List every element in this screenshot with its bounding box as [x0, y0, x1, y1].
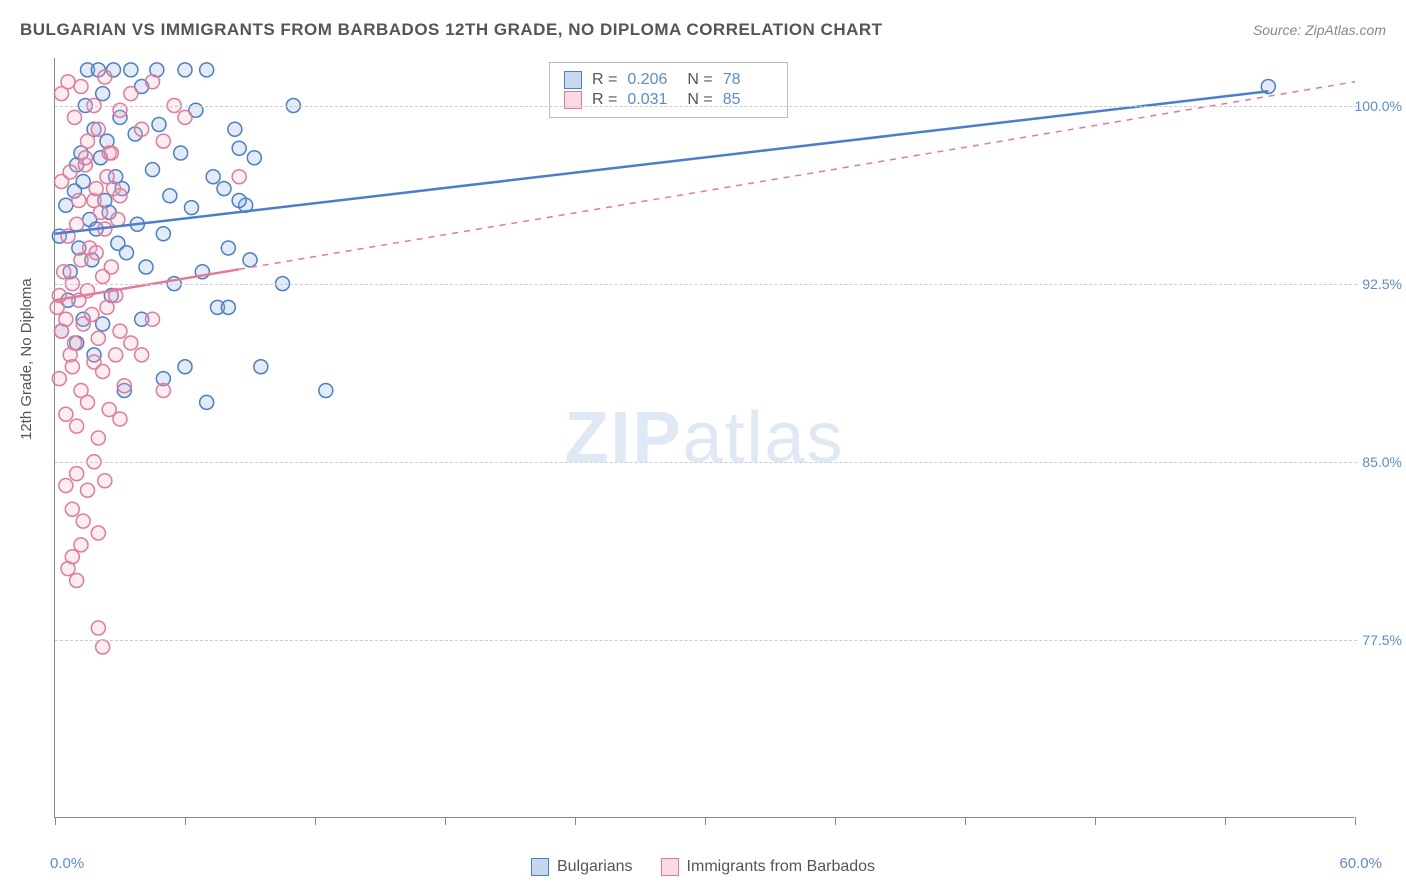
xtick [55, 817, 56, 825]
ytick-label: 100.0% [1355, 98, 1402, 114]
xtick [315, 817, 316, 825]
legend-item: Immigrants from Barbados [661, 858, 876, 876]
legend-bottom: Bulgarians Immigrants from Barbados [0, 858, 1406, 876]
chart-header: BULGARIAN VS IMMIGRANTS FROM BARBADOS 12… [20, 20, 1386, 40]
chart-title: BULGARIAN VS IMMIGRANTS FROM BARBADOS 12… [20, 20, 883, 40]
xtick [575, 817, 576, 825]
xtick [1225, 817, 1226, 825]
chart-source: Source: ZipAtlas.com [1253, 22, 1386, 38]
gridline [55, 462, 1357, 463]
xtick [1095, 817, 1096, 825]
gridline [55, 106, 1357, 107]
xtick [1355, 817, 1356, 825]
legend-swatch [531, 858, 549, 876]
xtick [835, 817, 836, 825]
ytick-label: 77.5% [1362, 632, 1402, 648]
legend-swatch [661, 858, 679, 876]
legend-swatch [564, 71, 582, 89]
chart-svg [55, 58, 1354, 817]
xtick [445, 817, 446, 825]
y-axis-label: 12th Grade, No Diploma [18, 278, 35, 440]
legend-stat-row: R = 0.206N = 78 [564, 71, 773, 89]
xtick [705, 817, 706, 825]
ytick-label: 85.0% [1362, 454, 1402, 470]
ytick-label: 92.5% [1362, 276, 1402, 292]
legend-item: Bulgarians [531, 858, 633, 876]
xtick [185, 817, 186, 825]
gridline [55, 284, 1357, 285]
xtick [965, 817, 966, 825]
legend-stats: R = 0.206N = 78R = 0.031N = 85 [549, 62, 788, 118]
gridline [55, 640, 1357, 641]
plot-area: ZIPatlas R = 0.206N = 78R = 0.031N = 85 … [54, 58, 1354, 818]
